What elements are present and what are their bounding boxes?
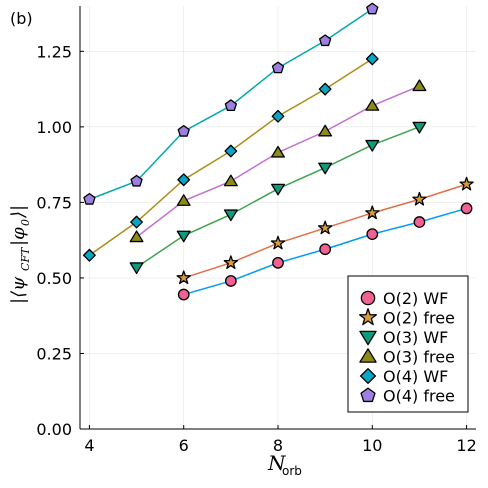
data-point [366, 228, 379, 240]
y-tick-label: 0.50 [36, 269, 72, 288]
data-point [413, 216, 426, 228]
data-point [223, 209, 238, 222]
legend-marker [359, 348, 377, 363]
data-point [176, 194, 191, 206]
data-point [130, 215, 143, 229]
data-point [176, 230, 191, 243]
x-tick-label: 8 [273, 436, 283, 455]
data-point [318, 82, 332, 96]
data-point [459, 176, 474, 191]
panel-label: (b) [10, 9, 33, 28]
y-tick-label: 1.25 [36, 42, 72, 61]
legend-label: O(3) WF [383, 328, 448, 347]
data-point [271, 61, 285, 74]
data-point [177, 173, 191, 187]
legend-label: O(2) free [383, 309, 455, 328]
data-point [224, 99, 237, 112]
data-point [224, 144, 238, 158]
svg-text:|⟨ψ: |⟨ψ [8, 276, 29, 304]
series-markers [83, 2, 474, 301]
svg-text:⟩|: ⟩| [8, 205, 29, 219]
data-point [318, 162, 333, 175]
y-axis-label: |⟨ψ CFT |φ 0 ⟩| [8, 205, 32, 304]
legend-label: O(3) free [383, 348, 455, 367]
data-point [270, 235, 286, 250]
y-tick-label: 0.00 [36, 420, 72, 439]
legend-marker [360, 290, 376, 306]
data-point [318, 124, 333, 137]
data-point [83, 248, 96, 262]
data-point [177, 288, 190, 301]
data-point [272, 256, 284, 269]
y-tick-label: 0.25 [36, 344, 72, 363]
data-point [366, 2, 379, 15]
data-point [129, 262, 144, 275]
data-point [365, 139, 380, 152]
x-tick-label: 6 [179, 436, 189, 455]
data-point [271, 145, 285, 158]
data-point [271, 183, 285, 196]
data-point [271, 109, 285, 123]
data-point [460, 202, 473, 215]
data-point [224, 275, 237, 287]
legend-label: O(4) free [383, 387, 455, 406]
legend-marker [359, 367, 377, 385]
x-tick-label: 10 [362, 436, 382, 455]
legend-label: O(2) WF [383, 289, 448, 308]
x-tick-label: 12 [456, 436, 476, 455]
svg-text:0: 0 [19, 219, 32, 226]
svg-text:orb: orb [282, 464, 302, 478]
data-point [317, 220, 333, 235]
data-point [365, 205, 380, 220]
data-point [83, 192, 96, 205]
data-point [223, 255, 239, 270]
legend-marker [359, 330, 377, 346]
svg-text:CFT: CFT [19, 246, 32, 271]
x-tick-label: 4 [84, 436, 94, 455]
data-point [319, 34, 332, 47]
data-point [223, 174, 238, 187]
y-tick-label: 0.75 [36, 193, 72, 212]
data-point [319, 243, 332, 256]
data-point [365, 99, 380, 111]
legend-marker [360, 387, 376, 403]
svg-text:N: N [267, 451, 287, 475]
x-axis-label: N orb [267, 451, 302, 478]
data-point [177, 124, 190, 137]
y-tick-label: 1.00 [36, 118, 72, 137]
data-point [129, 230, 144, 243]
axes: 4 6 8 10 12 0.00 0.25 0.50 0.75 1.00 1.25 [36, 6, 477, 455]
legend-marker [359, 308, 377, 326]
data-point [412, 121, 427, 134]
data-point [130, 174, 143, 187]
data-point [412, 191, 427, 206]
data-point [365, 52, 379, 66]
legend-label: O(4) WF [383, 367, 448, 386]
svg-text:|φ: |φ [8, 227, 29, 246]
data-point [412, 79, 427, 92]
data-point [176, 270, 191, 285]
